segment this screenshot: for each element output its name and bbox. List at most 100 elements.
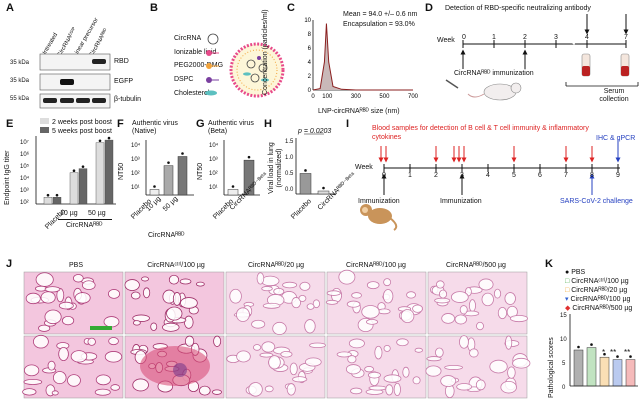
scale-bar <box>90 326 112 330</box>
alveolus <box>74 292 91 304</box>
alveolus <box>51 390 59 396</box>
ytick: 10¹ <box>209 185 218 191</box>
ytick: 10⁴ <box>20 176 30 182</box>
alveolus <box>211 389 222 395</box>
alveolus <box>406 291 416 299</box>
band-label-rbd: RBD <box>114 58 129 65</box>
bar <box>177 156 188 196</box>
y-tick-label: 10 <box>304 18 311 24</box>
alveolus <box>235 307 250 322</box>
alveolus <box>33 334 49 349</box>
alveolus <box>364 366 375 373</box>
alveolus <box>377 308 391 315</box>
bar <box>586 347 597 387</box>
alveolus <box>179 278 192 285</box>
bar <box>573 349 584 387</box>
igg-bar-chart <box>35 136 116 205</box>
week-7: 7 <box>564 172 568 179</box>
alveolus <box>385 384 394 396</box>
alveolus <box>132 320 141 326</box>
blood-sample-text: Blood samples for detection of B cell & … <box>372 125 589 141</box>
week-9: 9 <box>616 172 620 179</box>
col-header-rbd20: CircRNAᴿᴮᴰ/20 µg <box>247 262 305 269</box>
alveolus <box>504 292 516 305</box>
data-point <box>577 345 580 349</box>
week-6: 6 <box>538 172 542 179</box>
p-value: p = 0.0203 <box>298 128 332 135</box>
alveolus <box>44 309 62 325</box>
data-point <box>107 136 111 140</box>
alveolus <box>383 278 392 287</box>
group-50ug: 50 µg <box>88 210 106 217</box>
legend-peg: PEG2000-DMG <box>174 62 224 69</box>
group-10ug: 10 µg <box>60 210 78 217</box>
alveolus <box>110 384 120 391</box>
beta-nt50-bars <box>223 140 260 196</box>
legend-item: ● PBS <box>565 269 586 276</box>
alveolus <box>141 276 149 282</box>
ihc-qpcr-label: IHC & qPCR <box>596 135 636 142</box>
ytick: 10⁶ <box>20 152 30 158</box>
alveolus <box>292 376 308 383</box>
bar <box>104 139 114 205</box>
alveolus <box>280 350 293 358</box>
panel-label-c: C <box>287 2 295 14</box>
y-tick-label: 8 <box>308 32 312 38</box>
immunization-1: Immunization <box>358 198 400 205</box>
alveolus <box>184 335 195 347</box>
alveolus <box>198 385 211 396</box>
histology-grid <box>22 269 531 399</box>
data-point <box>46 193 50 197</box>
alveolus <box>478 278 494 291</box>
ytick: 15 <box>560 313 567 319</box>
ytick: 10¹ <box>131 185 140 191</box>
ytick: 10² <box>20 200 29 206</box>
schedule-title: Detection of RBD-specific neutralizing a… <box>445 5 591 12</box>
alveolus <box>261 286 273 292</box>
alveolus <box>56 288 65 303</box>
alveolus <box>256 272 265 285</box>
ytick: 10⁷ <box>20 140 29 146</box>
alveolus <box>213 335 222 347</box>
y-tick-label: 2 <box>308 74 312 80</box>
week-0: 0 <box>382 172 386 179</box>
alveolus <box>309 342 326 349</box>
alveolus <box>338 269 356 285</box>
lnp-particle-icon <box>205 33 285 98</box>
sig-star: ** <box>624 348 631 357</box>
data-point <box>98 139 102 143</box>
alveolus <box>261 341 276 353</box>
mean-text: Mean = 94.0 +/– 0.6 nm <box>343 11 418 18</box>
legend-cholesterol: Cholesterol <box>174 90 210 97</box>
bar <box>317 190 330 195</box>
alveolus <box>434 297 451 304</box>
alveolus <box>435 347 444 358</box>
alveolus <box>367 371 381 379</box>
panel-label-j: J <box>6 258 13 270</box>
week-7: 7 <box>624 34 628 41</box>
legend-item: ◆ CircRNAᴿᴮᴰ/500 µg <box>565 305 633 312</box>
alveolus <box>236 350 251 363</box>
alveolus <box>272 321 287 336</box>
legend-item: □ CircRNAᶜᵗʳˡ/100 µg <box>565 278 629 285</box>
blot-image <box>39 53 111 109</box>
alveolus <box>509 314 528 323</box>
alveolus <box>73 274 84 283</box>
col-header-rbd500: CircRNAᴿᴮᴰ/500 µg <box>446 262 506 269</box>
bar <box>299 173 312 195</box>
alveolus <box>259 352 274 358</box>
alveolus <box>361 305 380 319</box>
ytick: 10⁵ <box>20 164 30 170</box>
data-point <box>72 169 76 173</box>
immunization-label: CircRNAᴿᴮᴰ immunization <box>454 70 534 77</box>
alveolus <box>439 289 448 299</box>
alveolus <box>108 337 119 346</box>
ytick: 0.5 <box>285 171 294 177</box>
kda-marker: 35 kDa <box>10 60 30 66</box>
alveolus <box>414 347 423 353</box>
panel-label-b: B <box>150 2 158 14</box>
alveolus <box>104 351 123 363</box>
kda-marker: 35 kDa <box>10 78 30 84</box>
data-point <box>247 155 251 159</box>
alveolus <box>374 345 383 360</box>
